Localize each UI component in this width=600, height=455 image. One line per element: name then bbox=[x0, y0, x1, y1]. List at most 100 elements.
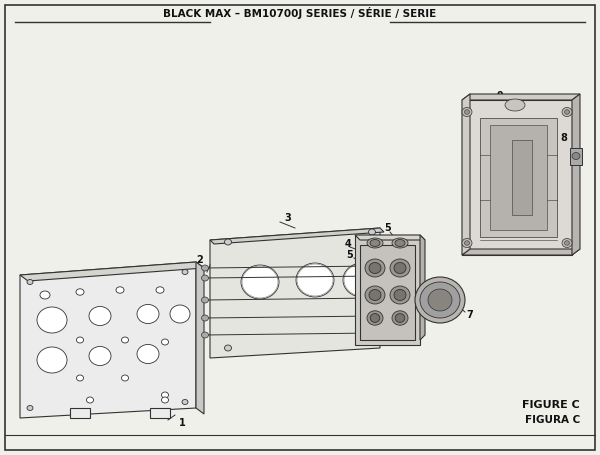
Ellipse shape bbox=[394, 289, 406, 300]
Ellipse shape bbox=[462, 107, 472, 116]
Polygon shape bbox=[490, 125, 547, 230]
Text: BLACK MAX – BM10700J SERIES / SÉRIE / SERIE: BLACK MAX – BM10700J SERIES / SÉRIE / SE… bbox=[163, 7, 437, 19]
Ellipse shape bbox=[77, 375, 83, 381]
Ellipse shape bbox=[395, 239, 405, 247]
Ellipse shape bbox=[77, 337, 83, 343]
Ellipse shape bbox=[369, 289, 381, 300]
Ellipse shape bbox=[37, 347, 67, 373]
Polygon shape bbox=[210, 228, 380, 358]
Ellipse shape bbox=[505, 99, 525, 111]
Text: 3: 3 bbox=[284, 213, 292, 223]
Polygon shape bbox=[20, 262, 196, 418]
Ellipse shape bbox=[242, 266, 278, 298]
Polygon shape bbox=[70, 408, 90, 418]
Polygon shape bbox=[420, 235, 425, 340]
Ellipse shape bbox=[137, 304, 159, 324]
Polygon shape bbox=[570, 148, 582, 165]
Ellipse shape bbox=[116, 287, 124, 293]
Ellipse shape bbox=[365, 286, 385, 304]
Ellipse shape bbox=[161, 339, 169, 345]
Ellipse shape bbox=[40, 291, 50, 299]
Ellipse shape bbox=[137, 344, 159, 364]
Ellipse shape bbox=[464, 241, 470, 245]
Text: 5: 5 bbox=[347, 250, 353, 260]
Ellipse shape bbox=[296, 263, 334, 297]
Polygon shape bbox=[150, 408, 170, 418]
Ellipse shape bbox=[392, 238, 408, 248]
Ellipse shape bbox=[27, 405, 33, 410]
Ellipse shape bbox=[462, 238, 472, 248]
Ellipse shape bbox=[86, 397, 94, 403]
Text: 2: 2 bbox=[197, 255, 203, 265]
Polygon shape bbox=[20, 262, 204, 281]
Ellipse shape bbox=[370, 239, 380, 247]
Text: 7: 7 bbox=[467, 310, 473, 320]
Ellipse shape bbox=[37, 307, 67, 333]
Ellipse shape bbox=[367, 311, 383, 325]
Text: 1: 1 bbox=[179, 418, 185, 428]
Ellipse shape bbox=[202, 297, 209, 303]
Text: 6: 6 bbox=[355, 337, 361, 347]
Polygon shape bbox=[360, 245, 415, 340]
Ellipse shape bbox=[202, 265, 209, 271]
Ellipse shape bbox=[395, 313, 405, 323]
Ellipse shape bbox=[89, 347, 111, 365]
Polygon shape bbox=[355, 235, 420, 345]
Polygon shape bbox=[480, 118, 557, 237]
Ellipse shape bbox=[121, 375, 128, 381]
Polygon shape bbox=[462, 94, 470, 255]
Ellipse shape bbox=[367, 238, 383, 248]
Ellipse shape bbox=[202, 315, 209, 321]
Ellipse shape bbox=[464, 110, 470, 114]
Polygon shape bbox=[462, 94, 580, 100]
Ellipse shape bbox=[562, 107, 572, 116]
Polygon shape bbox=[355, 235, 425, 240]
Ellipse shape bbox=[365, 259, 385, 277]
Ellipse shape bbox=[392, 311, 408, 325]
Text: 9: 9 bbox=[497, 91, 503, 101]
Ellipse shape bbox=[161, 397, 169, 403]
Ellipse shape bbox=[420, 282, 460, 318]
Ellipse shape bbox=[415, 277, 465, 323]
Ellipse shape bbox=[224, 345, 232, 351]
Ellipse shape bbox=[121, 337, 128, 343]
Ellipse shape bbox=[369, 263, 381, 273]
Text: 8: 8 bbox=[560, 133, 568, 143]
Polygon shape bbox=[572, 94, 580, 255]
Ellipse shape bbox=[224, 239, 232, 245]
Text: 5: 5 bbox=[385, 223, 391, 233]
Ellipse shape bbox=[182, 269, 188, 274]
Text: FIGURE C: FIGURE C bbox=[522, 400, 580, 410]
Polygon shape bbox=[196, 262, 204, 414]
Polygon shape bbox=[462, 100, 572, 255]
Ellipse shape bbox=[241, 265, 279, 299]
Ellipse shape bbox=[562, 238, 572, 248]
Text: 4: 4 bbox=[344, 239, 352, 249]
Ellipse shape bbox=[394, 263, 406, 273]
Ellipse shape bbox=[565, 241, 569, 245]
Ellipse shape bbox=[89, 307, 111, 325]
Ellipse shape bbox=[390, 286, 410, 304]
Ellipse shape bbox=[344, 264, 380, 296]
Ellipse shape bbox=[202, 275, 209, 281]
Ellipse shape bbox=[297, 264, 333, 296]
Ellipse shape bbox=[428, 289, 452, 311]
Polygon shape bbox=[210, 228, 384, 244]
Ellipse shape bbox=[565, 110, 569, 114]
Ellipse shape bbox=[76, 289, 84, 295]
Ellipse shape bbox=[368, 337, 376, 343]
Polygon shape bbox=[462, 249, 580, 255]
Ellipse shape bbox=[156, 287, 164, 293]
Polygon shape bbox=[512, 140, 532, 215]
Ellipse shape bbox=[370, 313, 380, 323]
Ellipse shape bbox=[182, 399, 188, 404]
Ellipse shape bbox=[572, 152, 580, 160]
Ellipse shape bbox=[390, 259, 410, 277]
Text: FIGURA C: FIGURA C bbox=[525, 415, 580, 425]
Ellipse shape bbox=[368, 229, 376, 235]
Ellipse shape bbox=[170, 305, 190, 323]
Ellipse shape bbox=[202, 332, 209, 338]
Ellipse shape bbox=[27, 279, 33, 284]
Ellipse shape bbox=[161, 392, 169, 398]
Ellipse shape bbox=[343, 263, 381, 297]
